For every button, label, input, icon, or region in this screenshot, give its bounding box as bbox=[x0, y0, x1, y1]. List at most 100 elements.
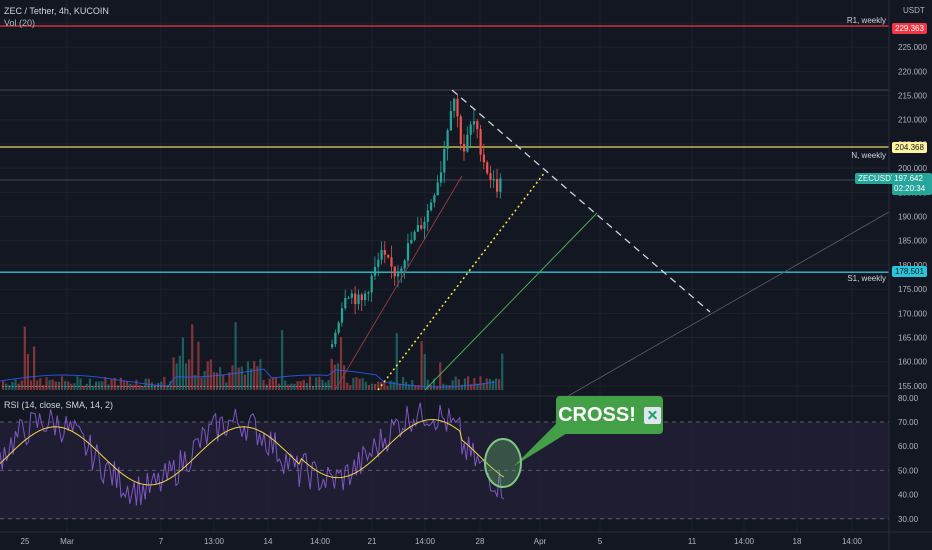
candle-body[interactable] bbox=[416, 225, 419, 232]
candle-body[interactable] bbox=[337, 322, 340, 333]
candle-body[interactable] bbox=[350, 293, 353, 298]
volume-bar bbox=[501, 353, 504, 390]
volume-bar bbox=[389, 380, 392, 390]
candle-body[interactable] bbox=[360, 294, 363, 301]
time-tick-label: 14 bbox=[264, 537, 273, 546]
candle-body[interactable] bbox=[331, 344, 334, 348]
price-tick-label: 165.000 bbox=[898, 334, 927, 343]
volume-bar bbox=[79, 378, 82, 390]
volume-bar bbox=[11, 381, 14, 390]
volume-bar bbox=[51, 379, 54, 390]
volume-indicator-label[interactable]: Vol (20) bbox=[4, 18, 36, 28]
candlesticks[interactable] bbox=[2, 93, 502, 387]
volume-bars bbox=[0, 322, 504, 390]
candle-body[interactable] bbox=[400, 268, 403, 274]
candle-body[interactable] bbox=[446, 130, 449, 149]
volume-bar bbox=[36, 380, 39, 390]
candle-body[interactable] bbox=[367, 292, 370, 294]
candle-body[interactable] bbox=[472, 121, 476, 125]
candle-body bbox=[269, 386, 272, 387]
rsi-tick-label: 30.00 bbox=[898, 515, 919, 524]
time-axis[interactable]: 25 Mar 7 13:00 14 14:00 21 14:00 28 Apr 5 11 14:00 18… bbox=[21, 537, 863, 546]
candle-body[interactable] bbox=[423, 221, 426, 229]
volume-bar bbox=[302, 379, 305, 390]
candle-body[interactable] bbox=[403, 260, 406, 269]
candle-body bbox=[266, 386, 268, 387]
candle-body bbox=[282, 386, 285, 387]
rsi-indicator-label[interactable]: RSI (14, close, SMA, 14, 2) bbox=[4, 400, 114, 410]
candle-body[interactable] bbox=[377, 259, 380, 267]
candle-body[interactable] bbox=[390, 257, 393, 267]
rsi-axis[interactable]: 80.00 70.00 60.00 50.00 40.00 30.00 bbox=[898, 394, 919, 524]
candle-body[interactable] bbox=[456, 98, 459, 117]
candle-body[interactable] bbox=[499, 178, 502, 192]
candle-body bbox=[71, 386, 74, 387]
candle-body[interactable] bbox=[469, 124, 472, 135]
candle-body[interactable] bbox=[344, 297, 347, 309]
candle-body[interactable] bbox=[347, 297, 350, 299]
candle-body[interactable] bbox=[370, 275, 373, 293]
candle-body[interactable] bbox=[354, 293, 357, 305]
candle-body[interactable] bbox=[492, 179, 495, 181]
ascending-dotted-trendline[interactable] bbox=[377, 171, 546, 391]
volume-bar bbox=[398, 383, 401, 390]
green-trendline[interactable] bbox=[424, 212, 598, 391]
candle-body[interactable] bbox=[489, 173, 492, 180]
candle-body[interactable] bbox=[479, 129, 482, 155]
candle-body[interactable] bbox=[433, 195, 436, 203]
trend-lines[interactable] bbox=[334, 89, 890, 397]
candle-body[interactable] bbox=[486, 162, 489, 174]
candle-body[interactable] bbox=[426, 210, 429, 222]
candle-body[interactable] bbox=[357, 294, 360, 305]
candle-body[interactable] bbox=[443, 148, 446, 173]
candle-body[interactable] bbox=[459, 116, 462, 144]
price-tick-label: 170.000 bbox=[898, 309, 927, 318]
candle-body bbox=[173, 386, 176, 387]
price-axis[interactable]: 225.000220.000215.000210.000205.000200.0… bbox=[898, 43, 927, 391]
candle-body[interactable] bbox=[410, 239, 413, 244]
candle-body[interactable] bbox=[420, 225, 423, 229]
volume-bar bbox=[246, 361, 250, 390]
candle-body bbox=[233, 386, 235, 387]
candle-body[interactable] bbox=[397, 273, 400, 277]
candle-body[interactable] bbox=[383, 250, 386, 255]
candle-body[interactable] bbox=[453, 98, 456, 111]
volume-bar bbox=[367, 384, 370, 390]
long-grey-trendline[interactable] bbox=[567, 211, 890, 397]
candle-body bbox=[147, 386, 150, 387]
candle-body[interactable] bbox=[463, 143, 466, 152]
candle-body bbox=[289, 386, 292, 387]
candle-body[interactable] bbox=[393, 266, 396, 277]
candle-body bbox=[249, 386, 252, 387]
candle-body[interactable] bbox=[436, 182, 439, 196]
candle-body[interactable] bbox=[430, 202, 433, 211]
candle-body[interactable] bbox=[449, 110, 452, 131]
candle-body[interactable] bbox=[439, 172, 443, 183]
descending-trendline[interactable] bbox=[451, 89, 711, 313]
red-channel-line[interactable] bbox=[334, 175, 463, 391]
candle-body[interactable] bbox=[466, 134, 469, 152]
candle-body bbox=[107, 386, 110, 387]
volume-bar bbox=[76, 376, 79, 390]
candle-body[interactable] bbox=[476, 121, 479, 130]
candle-body bbox=[117, 386, 120, 387]
time-tick-label: 28 bbox=[476, 537, 485, 546]
candle-body bbox=[318, 386, 321, 387]
time-tick-label: Apr bbox=[534, 537, 547, 546]
volume-bar bbox=[122, 381, 126, 390]
symbol-title[interactable]: ZEC / Tether, 4h, KUCOIN bbox=[4, 6, 109, 16]
candle-body[interactable] bbox=[340, 308, 344, 323]
candle-body[interactable] bbox=[380, 250, 383, 260]
candle-body bbox=[226, 386, 229, 387]
candle-body[interactable] bbox=[334, 332, 337, 345]
candle-body[interactable] bbox=[482, 154, 485, 163]
volume-bar bbox=[172, 357, 175, 390]
volume-bar bbox=[85, 383, 88, 390]
candle-body[interactable] bbox=[406, 243, 410, 261]
candle-body[interactable] bbox=[364, 293, 367, 301]
candle-body[interactable] bbox=[496, 179, 499, 192]
candle-body[interactable] bbox=[387, 254, 390, 258]
candle-body[interactable] bbox=[373, 266, 377, 276]
candle-body[interactable] bbox=[413, 231, 416, 240]
